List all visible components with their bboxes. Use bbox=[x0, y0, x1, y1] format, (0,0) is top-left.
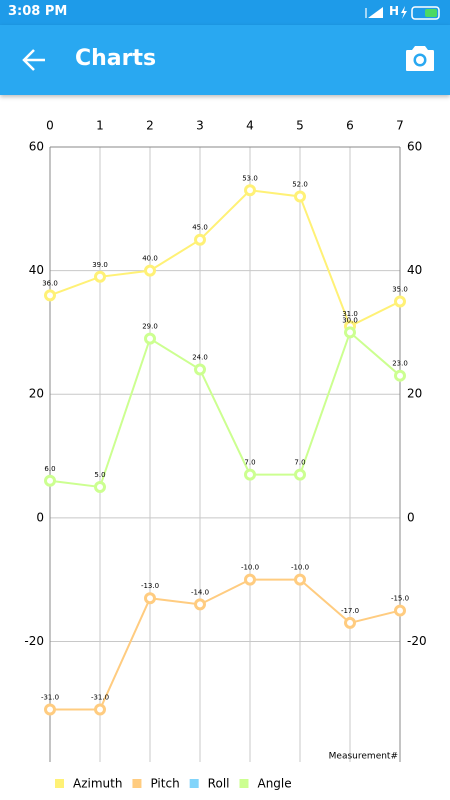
data-label: 29.0 bbox=[142, 323, 158, 331]
data-point bbox=[144, 332, 156, 345]
x-tick-label: 3 bbox=[196, 119, 204, 133]
series-line bbox=[49, 330, 401, 489]
data-point bbox=[144, 264, 156, 277]
data-point bbox=[44, 474, 56, 487]
status-time: 3:08 PM bbox=[8, 4, 68, 19]
data-label: -10.0 bbox=[291, 564, 309, 572]
data-label: 40.0 bbox=[142, 255, 158, 263]
data-label: 6.0 bbox=[44, 465, 55, 473]
y-tick-label: 20 bbox=[29, 387, 44, 401]
battery-icon bbox=[411, 6, 440, 20]
data-point bbox=[294, 573, 306, 586]
data-point bbox=[194, 598, 206, 611]
app-title: Charts bbox=[75, 46, 157, 71]
data-point bbox=[44, 703, 56, 716]
chart: 0 1 2 3 4 5 6 7 -20 -20 0 0 20 20 40 40 60 60 Measurement#… bbox=[24, 119, 427, 791]
data-point bbox=[194, 363, 206, 376]
y-tick-label: 40 bbox=[29, 263, 44, 277]
network-type: H bbox=[389, 4, 400, 18]
data-label: 30.0 bbox=[342, 316, 358, 324]
legend-swatch bbox=[55, 779, 64, 788]
data-point bbox=[344, 616, 356, 629]
y-tick-label: -20 bbox=[24, 634, 44, 648]
status-bar: 3:08 PM H bbox=[0, 0, 450, 25]
x-tick-label: 6 bbox=[346, 119, 354, 133]
legend-label: Azimuth bbox=[73, 777, 122, 791]
series-line bbox=[50, 578, 401, 711]
data-label: -15.0 bbox=[391, 595, 409, 603]
app-bar-icons bbox=[22, 46, 434, 71]
legend-label: Roll bbox=[208, 777, 230, 791]
x-tick-label: 2 bbox=[146, 119, 154, 133]
series-line bbox=[49, 189, 401, 328]
y2-tick-label: 60 bbox=[407, 140, 422, 154]
data-point bbox=[94, 703, 106, 716]
data-label: -10.0 bbox=[241, 564, 259, 572]
data-point bbox=[394, 369, 406, 382]
x-tick-label: 4 bbox=[246, 119, 254, 133]
x-tick-label: 1 bbox=[96, 119, 104, 133]
data-label: 24.0 bbox=[192, 354, 208, 362]
data-label: 53.0 bbox=[242, 174, 258, 182]
data-label: -31.0 bbox=[91, 693, 109, 701]
data-point bbox=[294, 190, 306, 203]
charge-icon bbox=[401, 6, 407, 19]
data-point bbox=[394, 295, 406, 308]
data-label: 5.0 bbox=[94, 471, 105, 479]
back-button[interactable] bbox=[22, 49, 45, 71]
data-point bbox=[244, 573, 256, 586]
data-point bbox=[294, 468, 306, 481]
x-axis-label: Measurement# bbox=[329, 752, 398, 762]
y2-tick-label: 20 bbox=[407, 387, 422, 401]
x-tick-label: 7 bbox=[396, 119, 404, 133]
x-tick-label: 0 bbox=[46, 119, 54, 133]
data-point bbox=[394, 604, 406, 617]
data-label: -14.0 bbox=[191, 588, 209, 596]
data-label: -17.0 bbox=[341, 607, 359, 615]
data-label: 7.0 bbox=[294, 459, 305, 467]
data-label: 52.0 bbox=[292, 180, 308, 188]
data-label: 36.0 bbox=[42, 279, 58, 287]
data-label: -31.0 bbox=[41, 693, 59, 701]
data-point bbox=[194, 233, 206, 246]
legend-label: Pitch bbox=[150, 777, 179, 791]
legend-swatch bbox=[132, 779, 142, 788]
data-point bbox=[344, 326, 356, 339]
y-tick-label: 0 bbox=[36, 510, 44, 524]
data-point bbox=[94, 480, 106, 493]
data-point bbox=[94, 270, 106, 283]
data-point bbox=[144, 592, 156, 605]
legend-swatch bbox=[189, 779, 199, 788]
data-point bbox=[244, 468, 256, 481]
legend-label: Angle bbox=[257, 777, 291, 791]
data-label: -13.0 bbox=[141, 582, 159, 590]
y2-tick-label: -20 bbox=[407, 634, 427, 648]
data-label: 31.0 bbox=[342, 310, 358, 318]
signal-icon bbox=[368, 7, 383, 18]
data-label: 7.0 bbox=[244, 459, 255, 467]
status-icons bbox=[365, 6, 440, 20]
data-point bbox=[44, 289, 56, 302]
data-label: 23.0 bbox=[392, 360, 408, 368]
y2-tick-label: 40 bbox=[407, 263, 422, 277]
x-tick-label: 5 bbox=[296, 119, 304, 133]
data-label: 39.0 bbox=[92, 261, 108, 269]
y-tick-label: 60 bbox=[29, 140, 44, 154]
data-label: 35.0 bbox=[392, 286, 408, 294]
app-bar: Charts bbox=[0, 25, 450, 95]
data-label: 45.0 bbox=[192, 224, 208, 232]
camera-button[interactable] bbox=[406, 46, 434, 71]
y2-tick-label: 0 bbox=[407, 510, 415, 524]
legend-swatch bbox=[239, 779, 249, 788]
data-point bbox=[244, 184, 256, 197]
